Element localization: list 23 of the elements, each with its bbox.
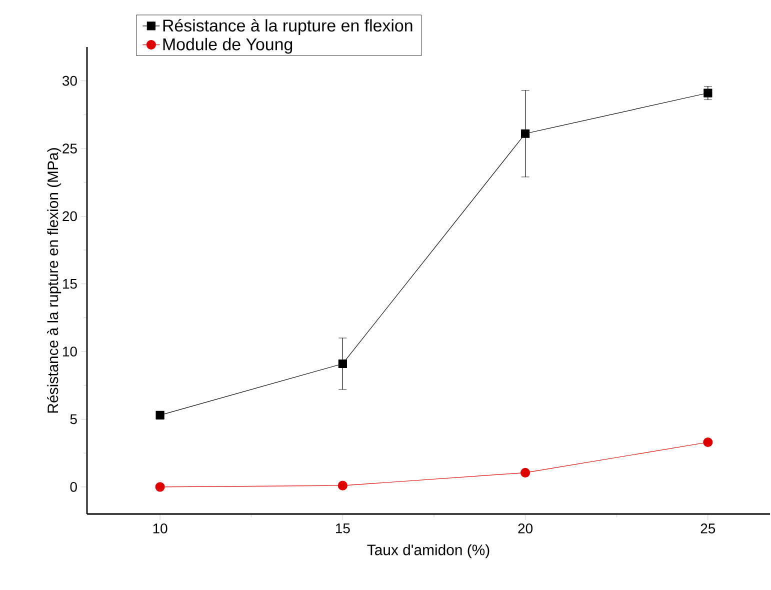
y-tick-label: 15: [63, 279, 77, 289]
point: [520, 129, 530, 138]
y-tick-label: 10: [63, 346, 77, 357]
x-tick-label: 25: [700, 524, 716, 534]
x-tick-label: 20: [518, 524, 533, 534]
point: [703, 437, 713, 448]
legend-label: Résistance à la rupture en flexion: [163, 18, 412, 35]
legend-label: Module de Young: [163, 38, 292, 54]
y-tick-label: 0: [70, 482, 77, 492]
x-tick-label: 10: [153, 524, 168, 534]
point: [338, 480, 348, 490]
point: [156, 410, 164, 420]
x-axis-title: Taux d'amidon (%): [367, 544, 490, 558]
point: [704, 88, 712, 98]
y-tick-label: 25: [62, 144, 77, 154]
y-axis-title: Résistance à la rupture en flexion (MPa): [47, 148, 62, 413]
x-tick-label: 15: [336, 524, 350, 534]
point: [155, 482, 165, 492]
y-tick-label: 30: [62, 76, 77, 86]
point: [520, 468, 530, 478]
point: [338, 359, 347, 368]
y-tick-label: 20: [62, 211, 77, 222]
y-tick-label: 5: [70, 414, 77, 424]
